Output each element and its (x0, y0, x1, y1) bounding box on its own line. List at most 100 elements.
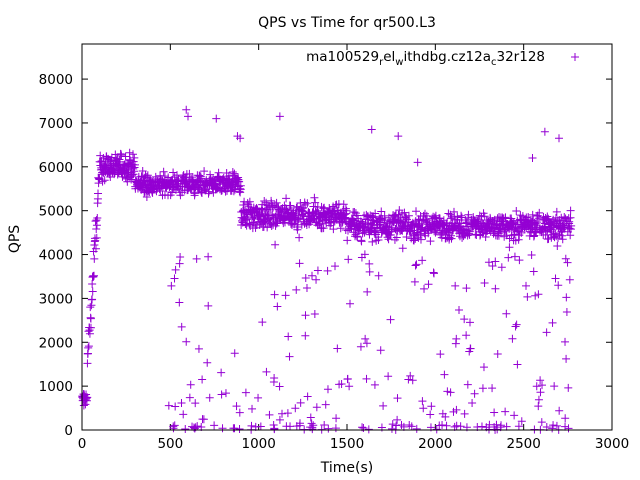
data-point (505, 224, 514, 233)
data-point (398, 244, 407, 253)
data-point (393, 415, 402, 424)
data-point (494, 231, 503, 240)
data-point (344, 226, 353, 235)
data-point (538, 381, 547, 390)
data-point (260, 196, 269, 205)
data-point (126, 156, 135, 165)
data-point (331, 262, 340, 271)
legend-label-mid-2: ithdbg.cz12a (403, 49, 491, 65)
data-point (265, 410, 274, 419)
data-point (125, 148, 134, 157)
data-point (272, 198, 281, 207)
data-point (411, 261, 420, 270)
data-point (88, 295, 97, 304)
data-point (235, 177, 244, 186)
data-point (441, 412, 450, 421)
data-point (490, 408, 499, 417)
data-point (446, 214, 455, 223)
data-point (502, 422, 511, 431)
data-point (86, 303, 95, 312)
data-point (522, 281, 531, 290)
data-point (302, 283, 311, 292)
data-point (477, 212, 486, 221)
data-point (566, 213, 575, 222)
data-point (558, 235, 567, 244)
data-point (488, 262, 497, 271)
data-point (248, 404, 257, 413)
data-point (431, 228, 440, 237)
data-point (452, 405, 461, 414)
data-point (399, 422, 408, 431)
data-point (561, 337, 570, 346)
data-point (345, 299, 354, 308)
data-point (156, 187, 165, 196)
x-tick-label: 2000 (418, 436, 452, 452)
data-point (460, 409, 469, 418)
data-point (230, 169, 239, 178)
data-point (356, 217, 365, 226)
data-point (339, 200, 348, 209)
data-point (438, 420, 447, 429)
data-point (548, 318, 557, 327)
data-point (282, 194, 291, 203)
data-point (345, 382, 354, 391)
data-point (270, 290, 279, 299)
data-point (160, 172, 169, 181)
data-point (517, 417, 526, 426)
data-point (218, 424, 227, 433)
data-point (478, 384, 487, 393)
data-point (463, 380, 472, 389)
data-point (550, 233, 559, 242)
data-point (368, 237, 377, 246)
data-point (281, 291, 290, 300)
data-point (323, 385, 332, 394)
data-point (341, 213, 350, 222)
data-point (186, 380, 195, 389)
data-point (270, 373, 279, 382)
data-point (92, 224, 101, 233)
data-point (357, 237, 366, 246)
x-tick-label: 3000 (595, 436, 629, 452)
data-point (446, 388, 455, 397)
data-point (92, 233, 101, 242)
legend-marker-symbol (571, 53, 579, 61)
data-point (497, 220, 506, 229)
data-point (98, 177, 107, 186)
data-point (418, 397, 427, 406)
data-point (273, 302, 282, 311)
data-point (436, 350, 445, 359)
data-point (269, 420, 278, 429)
data-point (286, 201, 295, 210)
data-point (323, 266, 332, 275)
data-point (465, 227, 474, 236)
legend-label-mid-1: el (383, 49, 395, 65)
data-point (480, 212, 489, 221)
data-point (310, 309, 319, 318)
data-point (90, 254, 99, 263)
data-point (275, 112, 284, 121)
data-point (531, 219, 540, 228)
data-point (313, 266, 322, 275)
data-point (488, 384, 497, 393)
y-tick-label: 8000 (39, 72, 73, 88)
data-point (309, 202, 318, 211)
data-point (164, 401, 173, 410)
data-point (534, 290, 543, 299)
data-point (550, 382, 559, 391)
data-point (310, 214, 319, 223)
data-point (392, 233, 401, 242)
data-point (301, 331, 310, 340)
data-point (295, 421, 304, 430)
data-point (361, 334, 370, 343)
data-point (566, 206, 575, 215)
data-point (270, 424, 279, 433)
data-point (400, 208, 409, 217)
data-point (190, 424, 199, 433)
data-point (387, 424, 396, 433)
data-point (529, 232, 538, 241)
data-point (329, 225, 338, 234)
data-point (280, 218, 289, 227)
x-tick-label: 2500 (506, 436, 540, 452)
